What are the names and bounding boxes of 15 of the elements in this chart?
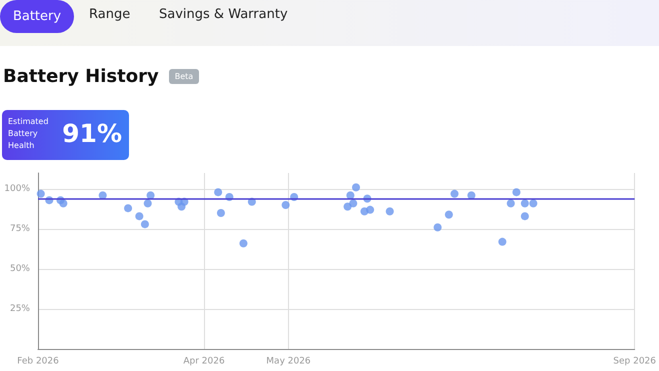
x-tick-label: May 2026: [266, 356, 311, 366]
y-tick-label: 25%: [10, 304, 30, 314]
text: 91%: [62, 119, 122, 148]
x-tick-label: Sep 2026: [613, 356, 656, 366]
text: Battery: [0, 0, 74, 33]
x-tick-label: Apr 2026: [183, 356, 225, 366]
text: Beta: [168, 69, 200, 84]
text: Range: [89, 7, 130, 22]
text: Estimated Battery Health: [8, 116, 50, 152]
chart-title: Battery History: [3, 66, 159, 87]
y-tick-label: 75%: [10, 224, 30, 234]
y-tick-label: 100%: [4, 184, 30, 194]
text: Savings & Warranty: [159, 7, 288, 22]
x-tick-label: Feb 2026: [17, 356, 60, 366]
y-tick-label: 50%: [10, 264, 30, 274]
